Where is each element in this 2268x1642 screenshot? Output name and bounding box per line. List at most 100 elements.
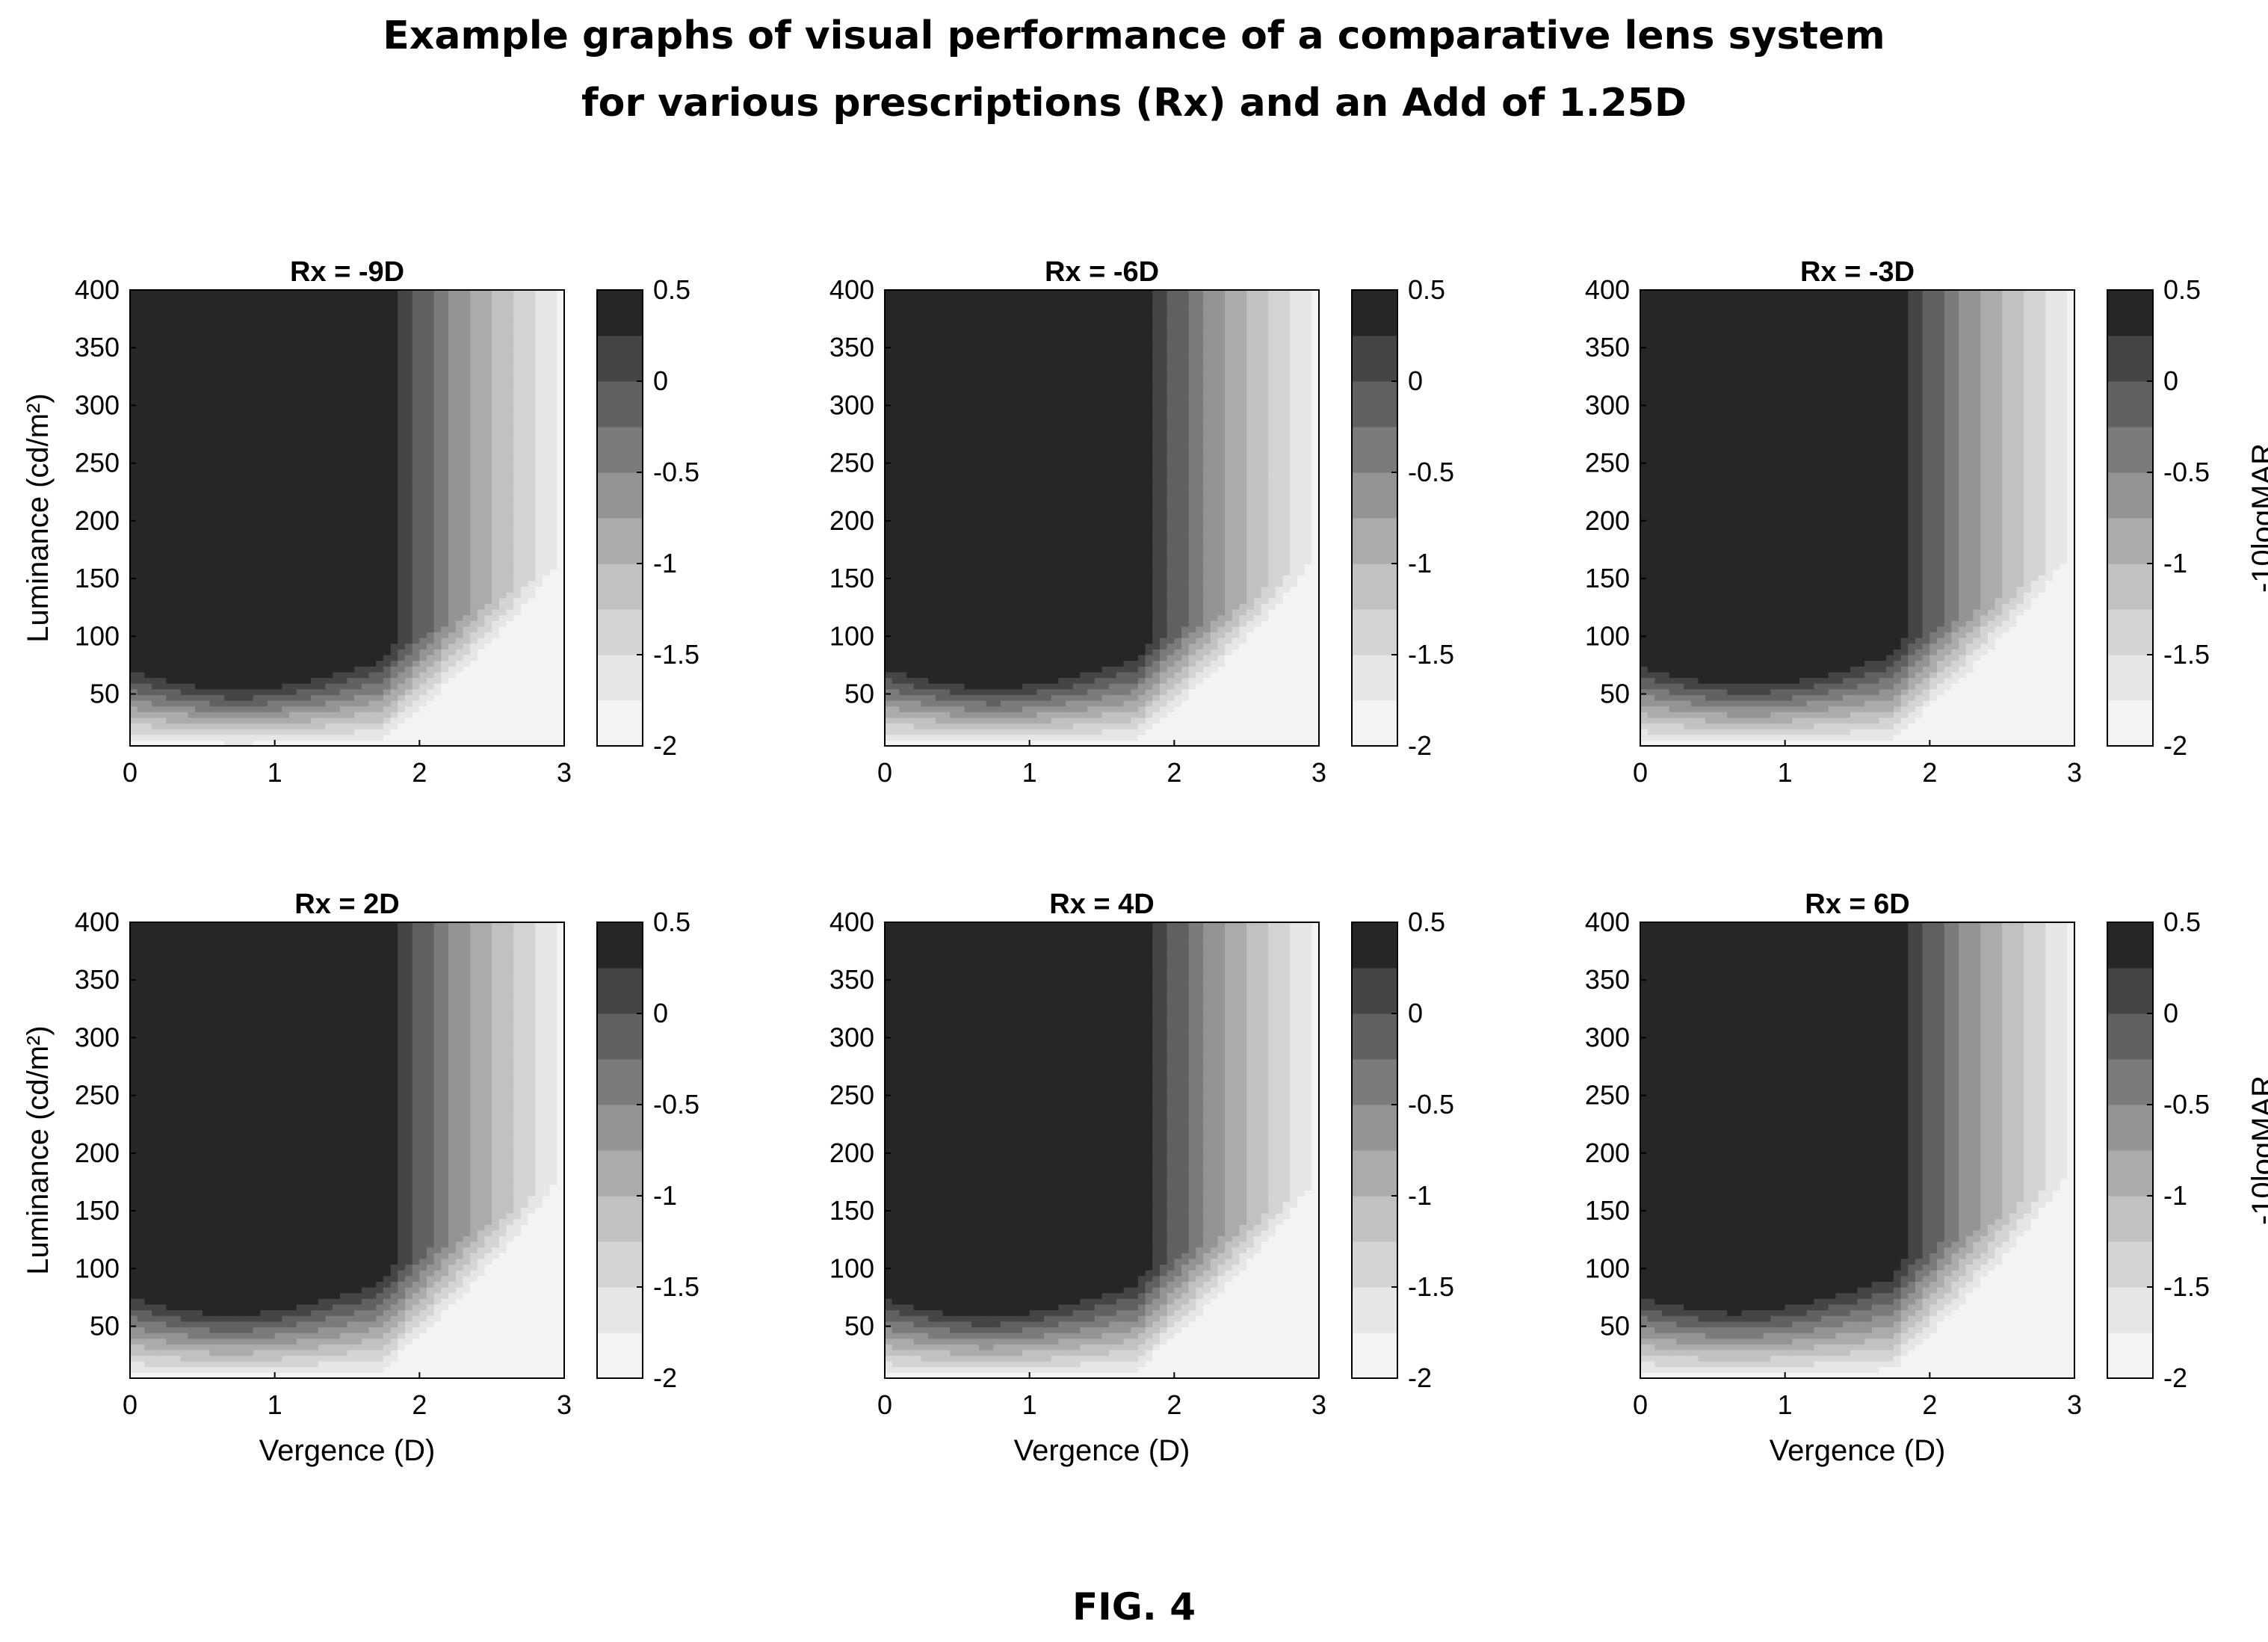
colorbar-band [597,381,643,428]
y-tick-label: 250 [1585,448,1630,478]
colorbar-band [1352,518,1397,564]
colorbar-band [1352,1059,1397,1105]
y-tick-label: 250 [75,448,120,478]
x-tick-label: 3 [557,1389,572,1420]
panel-title: Rx = 4D [1049,889,1154,920]
y-axis-label: Luminance (cd/m²) [22,1025,55,1274]
y-tick-label: 300 [1585,389,1630,420]
x-tick-label: 3 [2067,757,2082,788]
colorbar-band [597,655,643,701]
y-tick-label: 150 [1585,1195,1630,1226]
y-tick-label: 250 [829,448,874,478]
figure-caption: FIG. 4 [0,1588,2268,1626]
y-tick-label: 250 [1585,1080,1630,1111]
y-tick-label: 150 [829,563,874,593]
colorbar-band [2107,1333,2153,1379]
panel-title: Rx = 6D [1805,889,1909,920]
colorbar-tick-label: -2 [1408,1362,1432,1393]
colorbar-band [597,700,643,747]
colorbar-tick-label: -0.5 [653,457,699,487]
x-tick-label: 2 [412,757,427,788]
colorbar: 0.50-0.5-1-1.5-2-10logMAR [2107,907,2268,1393]
colorbar-band [1352,564,1397,610]
colorbar-tick-label: -2 [653,730,677,761]
colorbar-band [597,427,643,473]
colorbar-band [2107,1150,2153,1197]
y-tick-label: 50 [1600,1311,1630,1342]
colorbar-tick-label: -0.5 [2163,457,2210,487]
colorbar-tick-label: 0.5 [653,274,690,305]
y-tick-label: 350 [1585,964,1630,995]
colorbar-tick-label: 0 [1408,365,1423,396]
colorbar-band [1352,922,1397,969]
colorbar-tick-label: 0 [2163,365,2178,396]
x-tick-label: 1 [1022,757,1037,788]
colorbar-tick-label: 0 [653,998,668,1028]
colorbar-tick-label: -2 [2163,730,2187,761]
colorbar-band [597,1105,643,1151]
colorbar-tick-label: -2 [1408,730,1432,761]
y-tick-label: 100 [75,1253,120,1283]
x-tick-label: 2 [412,1389,427,1420]
y-tick-label: 300 [75,389,120,420]
y-tick-label: 400 [1585,274,1630,305]
colorbar-band [1352,427,1397,473]
contour-panel-5: Rx = 4D0 1 2 350100150200250300350400Vergen… [829,889,1454,1467]
colorbar-band [2107,1105,2153,1151]
colorbar-band [1352,968,1397,1014]
x-tick-label: 0 [123,1389,137,1420]
y-tick-label: 50 [844,1311,874,1342]
contour-field [130,922,565,1379]
x-tick-label: 0 [877,757,892,788]
contour-panel-4: Rx = 2D0 1 2 350100150200250300350400Vergen… [22,889,699,1467]
colorbar-band [2107,1013,2153,1060]
colorbar-band [2107,518,2153,564]
colorbar-tick-label: -2 [653,1362,677,1393]
colorbar-tick-label: -1 [2163,548,2187,578]
panel-title: Rx = -3D [1800,256,1915,288]
y-tick-label: 400 [829,907,874,937]
colorbar-tick-label: 0.5 [1408,274,1445,305]
y-tick-label: 400 [75,274,120,305]
colorbar-tick-label: -1 [653,548,677,578]
colorbar-tick-label: 0 [653,365,668,396]
colorbar-band [2107,1241,2153,1288]
x-tick-label: 2 [1922,1389,1937,1420]
colorbar-band [1352,472,1397,519]
colorbar: 0.50-0.5-1-1.5-2 [597,274,699,761]
y-tick-label: 50 [844,679,874,709]
colorbar-tick-label: 0.5 [653,907,690,937]
x-tick-label: 1 [1778,1389,1793,1420]
colorbar-tick-label: 0.5 [2163,907,2201,937]
x-tick-label: 0 [1633,757,1648,788]
colorbar-band [2107,1059,2153,1105]
colorbar-band [1352,381,1397,428]
contour-field [885,290,1320,747]
colorbar-tick-label: -2 [2163,1362,2187,1393]
x-tick-label: 0 [123,757,137,788]
colorbar-band [597,564,643,610]
x-tick-label: 0 [877,1389,892,1420]
colorbar: 0.50-0.5-1-1.5-2 [597,907,699,1393]
colorbar-band [597,290,643,336]
y-tick-label: 300 [829,389,874,420]
colorbar-band [2107,564,2153,610]
x-axis-label: Vergence (D) [259,1434,436,1467]
y-tick-label: 50 [90,679,120,709]
colorbar-tick-label: -1 [2163,1180,2187,1211]
colorbar-band [2107,1287,2153,1333]
colorbar-band [2107,968,2153,1014]
y-tick-label: 350 [75,332,120,362]
panel-title: Rx = -6D [1045,256,1159,288]
colorbar: 0.50-0.5-1-1.5-2-10logMAR [2107,274,2268,761]
x-tick-label: 0 [1633,1389,1648,1420]
contour-field [1640,290,2075,747]
y-tick-label: 200 [829,1138,874,1168]
colorbar-tick-label: 0 [1408,998,1423,1028]
colorbar-band [597,1059,643,1105]
colorbar-label: -10logMAR [2246,443,2268,593]
y-tick-label: 200 [829,505,874,536]
colorbar: 0.50-0.5-1-1.5-2 [1352,907,1454,1393]
